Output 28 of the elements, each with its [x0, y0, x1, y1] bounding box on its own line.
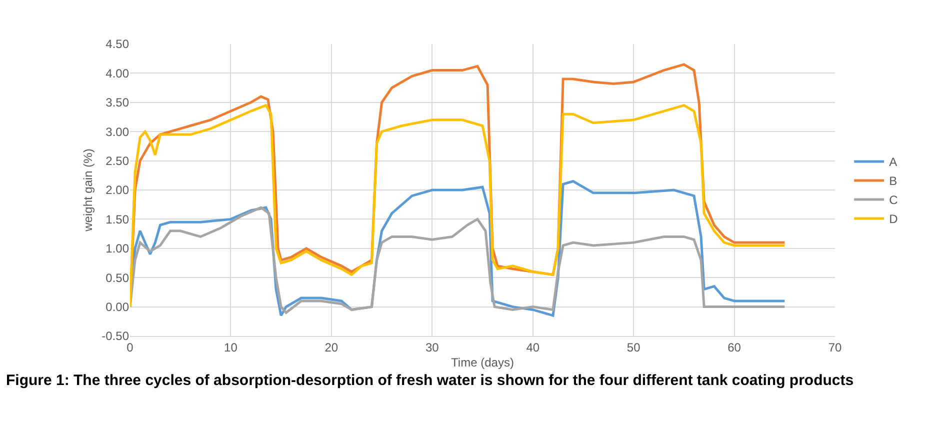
x-tick-label: 10 — [224, 340, 238, 354]
y-tick-label: 3.00 — [106, 124, 130, 139]
line-series — [130, 104, 786, 308]
y-tick-label: 0.50 — [106, 270, 130, 285]
legend-label: D — [889, 212, 898, 226]
x-tick-label: 60 — [728, 340, 742, 354]
caption: Figure 1: The three cycles of absorption-desorption of fresh water is shown for the four different tank coating products — [6, 372, 855, 389]
y-tick-label: 2.50 — [106, 154, 130, 168]
x-tick-label: 20 — [324, 340, 338, 354]
line-series — [130, 206, 786, 314]
y-tick-label: 1.00 — [106, 242, 130, 256]
x-tick-label: 70 — [828, 340, 842, 354]
y-tick-label: -0.50 — [102, 329, 130, 344]
y-tick-label: 4.50 — [106, 37, 130, 52]
y-tick-label: 1.50 — [106, 212, 130, 226]
x-tick-label: 30 — [425, 340, 440, 354]
x-tick-label: 50 — [626, 340, 641, 354]
y-tick-label: 3.50 — [106, 96, 130, 110]
legend-label: B — [889, 174, 898, 188]
y-tick-label: 4.00 — [106, 66, 130, 80]
x-tick-label: 0 — [126, 340, 134, 354]
x-axis-title: Time (days) — [451, 355, 514, 370]
x-tick-label: 40 — [526, 340, 540, 354]
legend-label: A — [889, 155, 898, 170]
y-tick-label: 0.00 — [106, 300, 130, 314]
y-tick-label: 2.00 — [106, 183, 130, 198]
legend-label: C — [889, 193, 898, 208]
y-axis-title: weight gain (%) — [80, 148, 95, 232]
